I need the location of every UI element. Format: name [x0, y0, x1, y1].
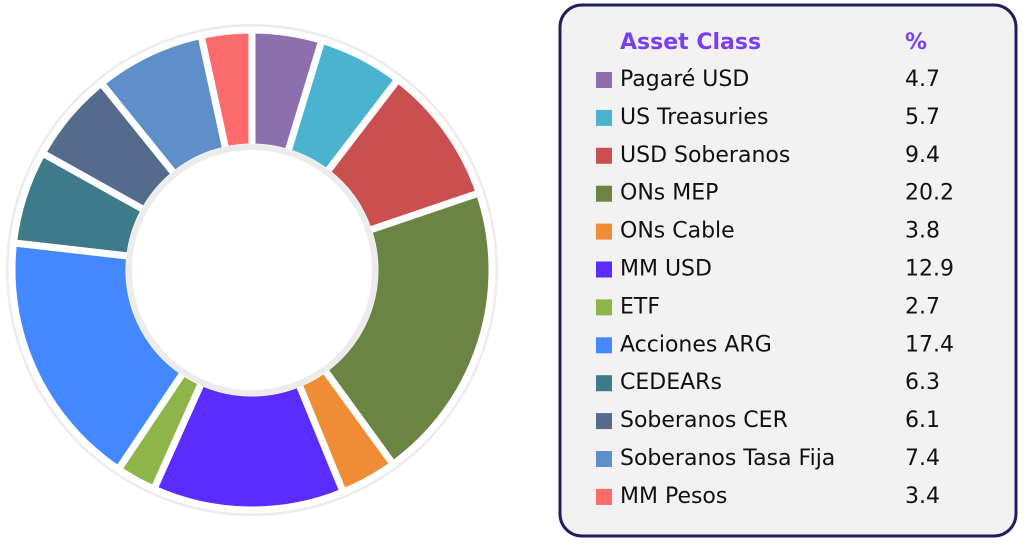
legend-swatch — [596, 147, 612, 164]
donut-hole — [132, 150, 372, 390]
legend-label: Acciones ARG — [620, 332, 772, 357]
legend-swatch — [596, 223, 612, 240]
legend-swatch — [596, 375, 612, 392]
legend-swatch — [596, 299, 612, 316]
legend-value: 4.7 — [905, 67, 940, 92]
legend-swatch — [596, 72, 612, 88]
legend-header: Asset Class — [620, 30, 761, 55]
legend: Pagaré USD 4.7 US Treasuries 5.7 USD Soberan… — [596, 67, 954, 509]
legend-label: Soberanos Tasa Fija — [620, 446, 835, 471]
legend-label: USD Soberanos — [620, 143, 790, 168]
legend-label: ONs MEP — [620, 181, 718, 206]
legend-value: 2.7 — [905, 294, 940, 319]
legend-value: 3.4 — [905, 484, 940, 509]
legend-label: MM USD — [620, 257, 712, 282]
legend-value: 6.3 — [905, 370, 940, 395]
legend-swatch — [596, 413, 612, 430]
legend-value: 12.9 — [905, 257, 954, 282]
legend-swatch — [596, 488, 612, 505]
legend-label: Soberanos CER — [620, 408, 788, 433]
legend-value: 20.2 — [905, 181, 954, 206]
legend-value: 5.7 — [905, 105, 940, 130]
legend-swatch — [596, 337, 612, 354]
legend-label: Pagaré USD — [620, 67, 749, 92]
legend-swatch — [596, 185, 612, 202]
legend-swatch — [596, 451, 612, 467]
legend-label: ONs Cable — [620, 219, 735, 244]
legend-swatch — [596, 109, 612, 126]
legend-label: ETF — [620, 294, 660, 319]
legend-value: 3.8 — [905, 219, 940, 244]
legend-swatch — [596, 261, 612, 278]
legend-value: 9.4 — [905, 143, 940, 168]
legend-value: 17.4 — [905, 332, 954, 357]
legend-label: MM Pesos — [620, 484, 727, 509]
legend-box — [558, 3, 1018, 538]
legend-label: US Treasuries — [620, 105, 768, 130]
legend-label: CEDEARs — [620, 370, 722, 395]
value-header: % — [905, 30, 927, 55]
legend-value: 6.1 — [905, 408, 940, 433]
legend-value: 7.4 — [905, 446, 940, 471]
